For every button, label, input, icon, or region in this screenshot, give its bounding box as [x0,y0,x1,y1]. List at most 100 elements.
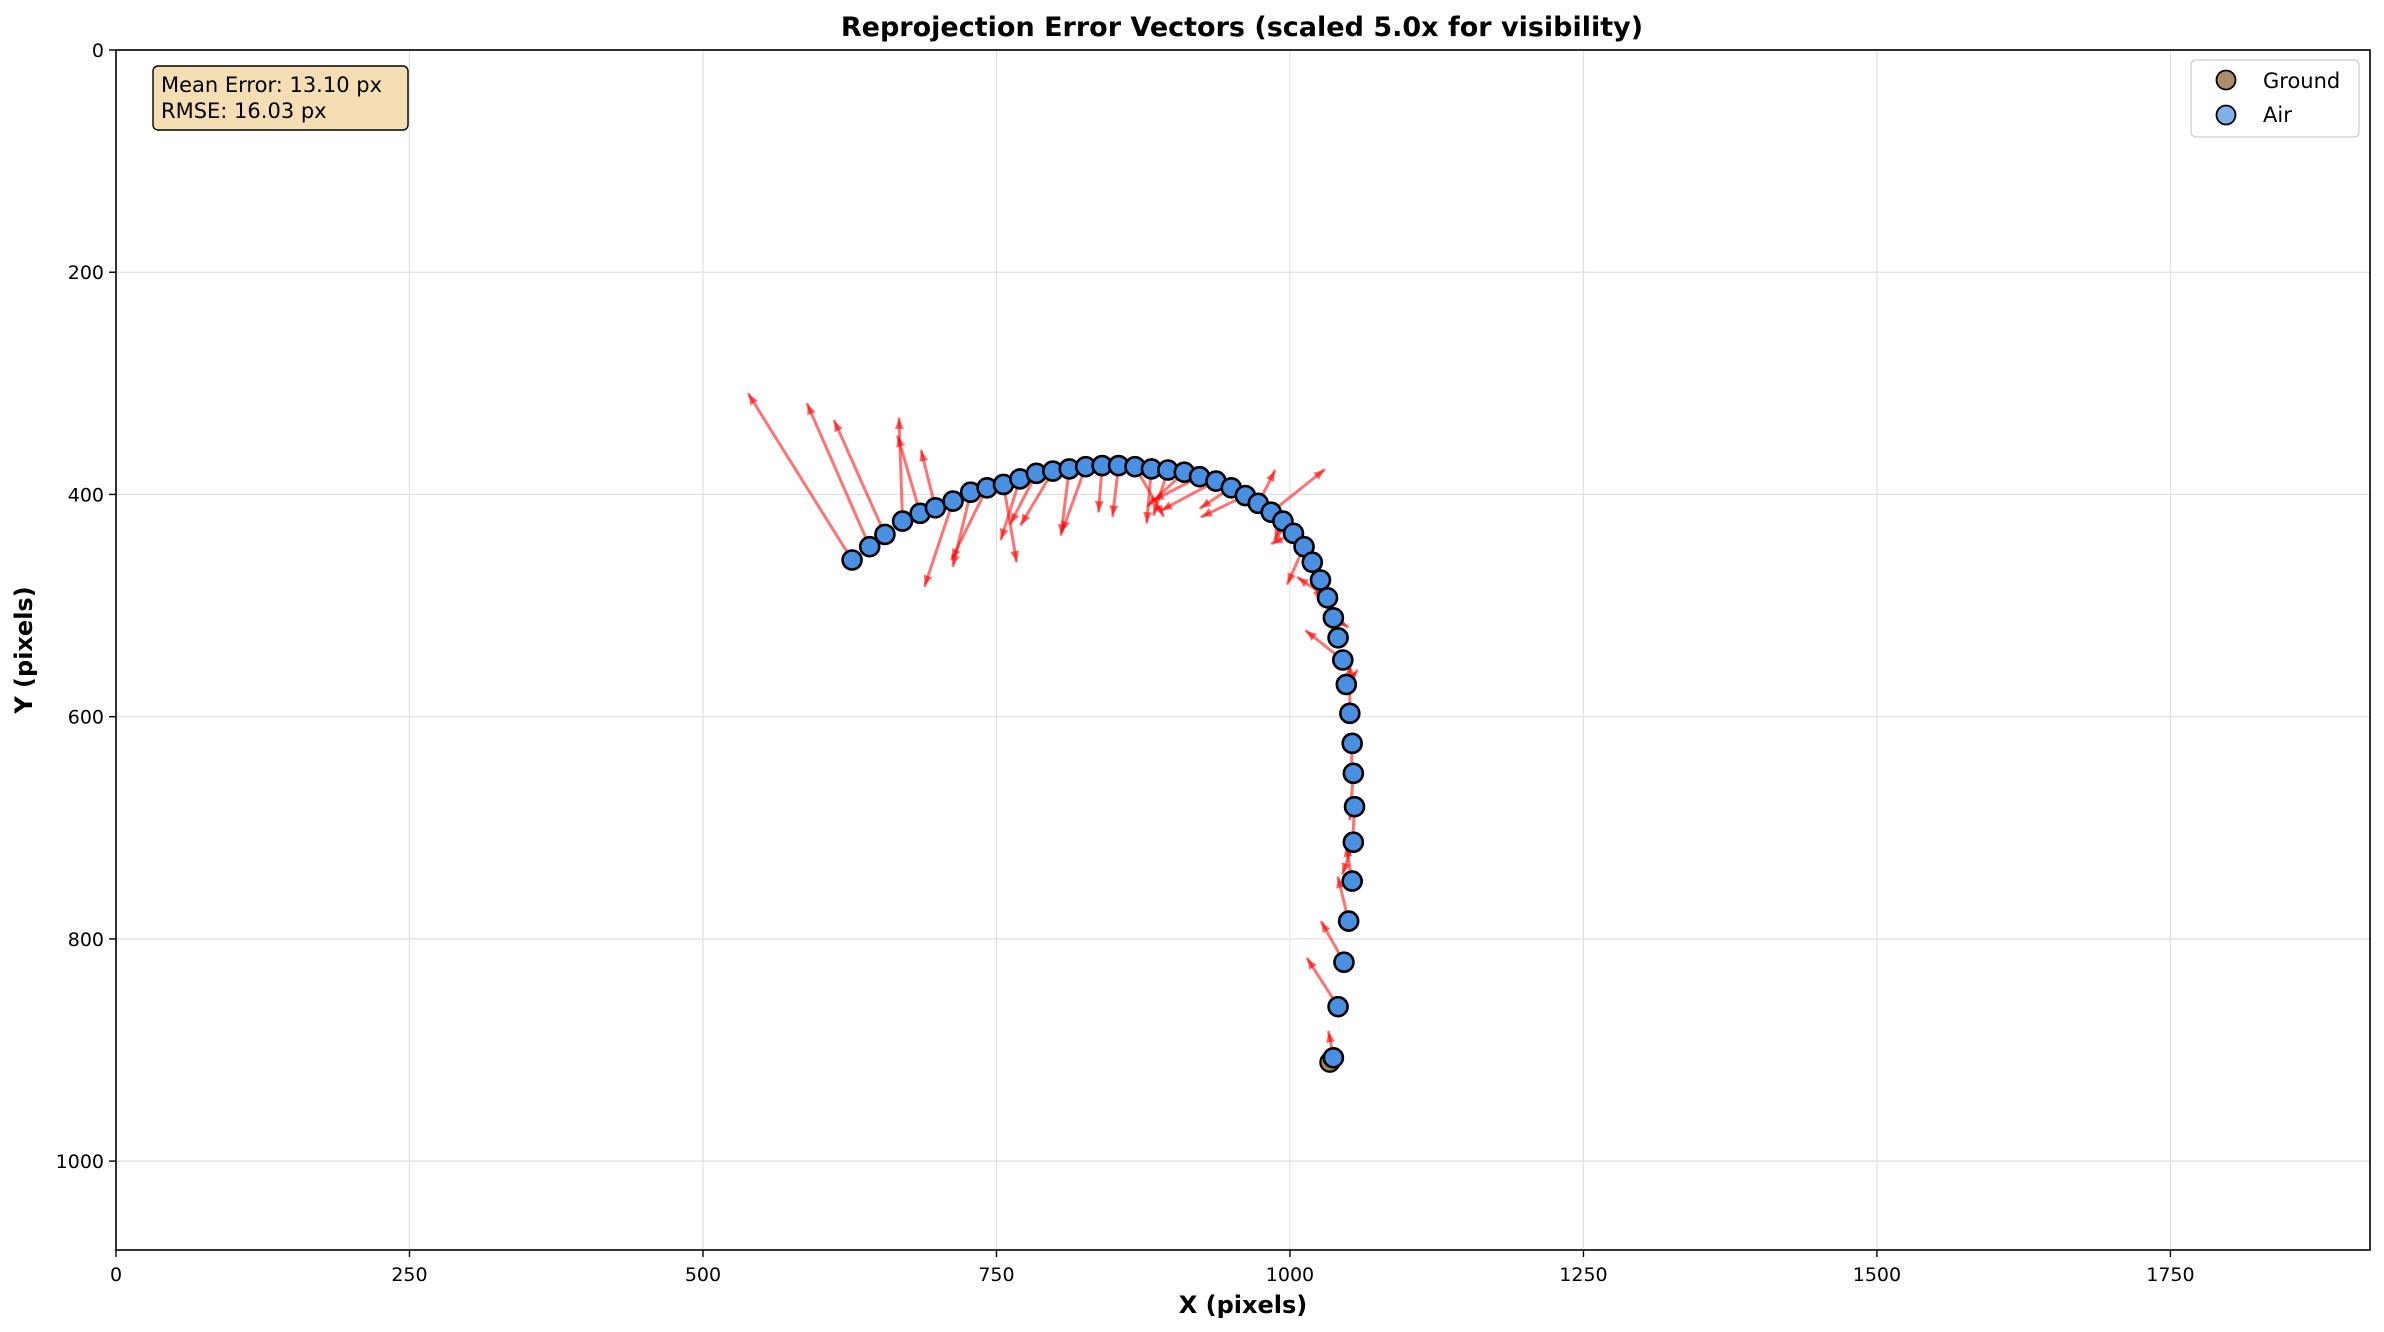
x-tick-label: 1250 [1559,1264,1607,1286]
air-point [924,496,947,519]
error-vector-shaft [896,435,922,515]
air-point [1322,1046,1345,1069]
x-tick-label: 250 [391,1264,427,1286]
y-tick-label: 0 [92,40,104,62]
error-vector [832,419,887,536]
error-vector-head [1266,471,1275,483]
mean-error-text: Mean Error: 13.10 px [161,73,382,97]
error-vector-head [834,421,843,433]
error-vector-head [919,451,929,462]
error-vector-shaft [923,499,955,588]
error-vector-head [1298,577,1309,588]
air-point [874,523,896,546]
error-vector-head [1321,922,1331,934]
error-vector-head [1306,631,1318,641]
air-point [841,549,863,571]
error-vector [923,499,955,588]
error-vector-head [894,418,904,430]
error-vector [1269,468,1326,514]
air-point [1335,673,1358,696]
x-tick-label: 500 [685,1264,721,1286]
x-axis-label: X (pixels) [1179,1291,1307,1319]
legend-air-marker [2215,104,2237,126]
error-vector-shaft [747,392,854,562]
error-vector-head [1154,504,1164,516]
legend-air-label: Air [2263,103,2292,127]
stats-box-background [152,65,409,131]
error-vector-head [1153,491,1165,500]
chart-title: Reprojection Error Vectors (scaled 5.0x … [841,12,1643,43]
error-vector-shaft [1269,468,1326,514]
rmse-text: RMSE: 16.03 px [161,99,327,123]
x-tick-label: 0 [110,1264,122,1286]
error-vector-head [748,394,758,406]
error-vector-shaft [805,402,872,549]
error-vector-head [1345,664,1355,675]
x-tick-label: 750 [978,1264,1014,1286]
y-tick-label: 200 [68,262,104,284]
error-vector [896,435,922,515]
error-vector-head [1010,550,1020,562]
error-vector-head [1326,1032,1335,1043]
air-point [1342,831,1365,854]
air-point [891,510,914,532]
air-point [1341,732,1363,755]
error-vector [805,402,872,549]
legend: Ground Air [2190,59,2360,138]
air-point [1337,910,1360,932]
error-vector-head [1143,511,1153,523]
y-axis-label: Y (pixels) [10,586,38,714]
legend-ground-marker [2215,69,2237,91]
air-point [1309,569,1332,591]
error-vector-head [1094,500,1104,512]
x-tick-label: 1750 [2146,1264,2194,1286]
air-point [1333,951,1355,974]
y-tick-label: 600 [68,707,104,729]
air-point [942,490,964,512]
plot-frame [115,49,2371,1251]
error-vector [950,486,989,561]
air-point [1301,551,1324,574]
error-vector-head [1152,503,1162,515]
air-point [1342,762,1365,785]
air-point [858,535,881,558]
error-vector-head [1201,508,1213,517]
error-vector-head [807,404,816,416]
error-vector-head [1313,470,1325,480]
error-vector [1060,465,1088,533]
x-tick-label: 1000 [1266,1264,1314,1286]
air-point [1322,606,1345,629]
error-vector [894,417,905,523]
error-vector-shaft [1060,465,1088,533]
air-point [1316,586,1339,609]
stats-box: Mean Error: 13.10 px RMSE: 16.03 px [152,65,409,131]
error-vector-head [999,528,1009,539]
y-tick-label: 400 [68,484,104,506]
air-point [1327,626,1349,649]
error-vector-head [1287,572,1296,584]
error-vector-head [1021,513,1031,525]
error-vector-head [1200,498,1212,508]
air-point [1331,649,1354,671]
error-vector-head [896,436,905,448]
grid [115,49,2370,1250]
air-point [1341,870,1363,892]
error-vector-shaft [950,486,989,561]
error-vector-shaft [832,419,887,536]
error-vector-head [1307,958,1317,970]
air-point [1339,702,1361,725]
y-tick-label: 1000 [56,1151,104,1173]
air-point [1343,795,1366,818]
error-vector-head [1109,505,1119,516]
error-vector-head [1274,529,1283,540]
data-points [841,454,1366,1073]
y-tick-label: 800 [68,929,104,951]
error-vector-head [923,574,933,586]
error-vector-head [1161,501,1173,510]
legend-ground-label: Ground [2263,69,2340,93]
error-vector-head [951,547,961,559]
error-vector-head [1010,512,1020,524]
error-vector-head [1061,520,1070,532]
